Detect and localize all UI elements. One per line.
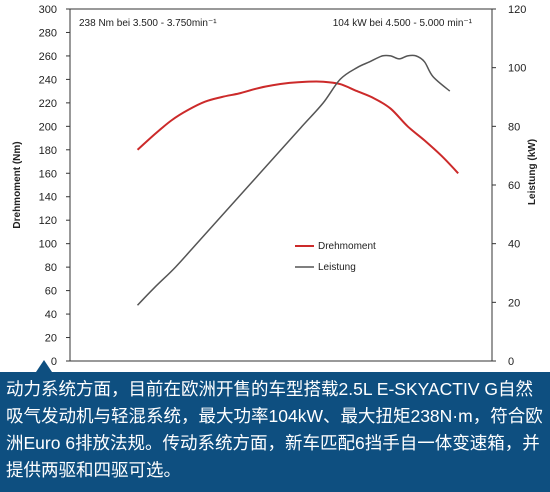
left-tick-label: 220 — [39, 98, 57, 110]
left-tick-label: 300 — [39, 4, 57, 16]
legend-box — [288, 233, 368, 277]
left-tick-label: 120 — [39, 215, 57, 227]
chart: 0204060801001201401601802002202402602803… — [12, 4, 538, 368]
right-tick-label: 0 — [508, 356, 514, 368]
left-tick-label: 60 — [45, 286, 57, 298]
annotation-right: 104 kW bei 4.500 - 5.000 min⁻¹ — [333, 18, 473, 29]
right-tick-label: 100 — [508, 63, 526, 75]
right-tick-label: 20 — [508, 297, 520, 309]
left-tick-label: 80 — [45, 262, 57, 274]
right-tick-label: 60 — [508, 180, 520, 192]
legend-label-leistung: Leistung — [318, 262, 356, 273]
left-tick-label: 20 — [45, 333, 57, 345]
left-tick-label: 140 — [39, 192, 57, 204]
left-tick-label: 280 — [39, 27, 57, 39]
caption-pointer — [36, 360, 52, 372]
left-tick-label: 0 — [51, 356, 57, 368]
left-tick-label: 180 — [39, 145, 57, 157]
caption-text: 动力系统方面，目前在欧洲开售的车型搭载2.5L E-SKYACTIV G自然吸气… — [0, 372, 550, 492]
right-tick-label: 80 — [508, 121, 520, 133]
annotation-left: 238 Nm bei 3.500 - 3.750min⁻¹ — [79, 18, 217, 29]
left-tick-label: 240 — [39, 74, 57, 86]
y-left-label: Drehmoment (Nm) — [12, 141, 23, 228]
left-tick-label: 260 — [39, 51, 57, 63]
plot-frame — [69, 8, 493, 362]
series-line-drehmoment — [136, 80, 459, 174]
legend-label-drehmoment: Drehmoment — [318, 241, 376, 252]
left-axis-ticks: 0 20 40 60 80 100 120 140 160 180 200 220 240 260 280 3… — [39, 4, 70, 368]
left-tick-label: 160 — [39, 168, 57, 180]
left-tick-label: 40 — [45, 309, 57, 321]
y-right-label: Leistung (kW) — [527, 139, 538, 205]
legend: Drehmoment Leistung — [288, 233, 376, 277]
left-tick-label: 100 — [39, 239, 57, 251]
right-axis-ticks: 0 20 40 60 80 100 120 — [492, 4, 526, 368]
series-line-leistung — [136, 54, 451, 306]
right-tick-label: 40 — [508, 239, 520, 251]
right-tick-label: 120 — [508, 4, 526, 16]
left-tick-label: 200 — [39, 121, 57, 133]
